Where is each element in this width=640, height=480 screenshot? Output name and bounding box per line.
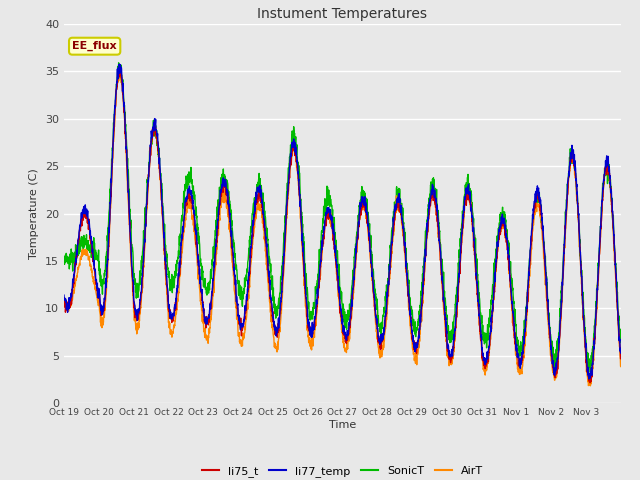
Legend: li75_t, li77_temp, SonicT, AirT: li75_t, li77_temp, SonicT, AirT: [198, 462, 487, 480]
AirT: [609, 227, 617, 233]
li77_temp: [510, 321, 518, 327]
SonicT: [510, 311, 518, 316]
li75_t: [542, 273, 550, 278]
AirT: [617, 364, 625, 370]
li77_temp: [116, 71, 124, 76]
SonicT: [60, 258, 68, 264]
Text: EE_flux: EE_flux: [72, 41, 117, 51]
AirT: [236, 340, 244, 346]
Y-axis label: Temperature (C): Temperature (C): [29, 168, 40, 259]
Line: SonicT: SonicT: [64, 63, 621, 372]
li77_temp: [542, 265, 550, 271]
AirT: [586, 383, 594, 389]
Line: AirT: AirT: [64, 69, 621, 386]
li75_t: [617, 356, 625, 361]
li77_temp: [609, 221, 617, 227]
Title: Instument Temperatures: Instument Temperatures: [257, 8, 428, 22]
li77_temp: [60, 292, 68, 298]
li77_temp: [236, 322, 244, 328]
X-axis label: Time: Time: [329, 420, 356, 430]
SonicT: [116, 72, 124, 78]
li77_temp: [617, 350, 625, 356]
li77_temp: [376, 338, 384, 344]
li75_t: [510, 327, 518, 333]
SonicT: [236, 295, 244, 300]
li75_t: [116, 73, 124, 79]
li75_t: [609, 227, 617, 233]
AirT: [60, 297, 68, 303]
li75_t: [586, 380, 594, 386]
AirT: [542, 277, 550, 283]
AirT: [376, 355, 384, 361]
SonicT: [115, 60, 122, 66]
Line: li77_temp: li77_temp: [64, 64, 621, 379]
li75_t: [60, 300, 68, 305]
AirT: [510, 333, 518, 338]
li75_t: [236, 323, 244, 328]
AirT: [116, 66, 124, 72]
Line: li75_t: li75_t: [64, 70, 621, 383]
SonicT: [617, 340, 625, 346]
li75_t: [376, 344, 384, 350]
li77_temp: [116, 61, 124, 67]
SonicT: [609, 212, 617, 218]
AirT: [116, 68, 124, 74]
li75_t: [116, 67, 124, 72]
SonicT: [586, 369, 594, 375]
SonicT: [542, 264, 550, 270]
li77_temp: [585, 376, 593, 382]
SonicT: [376, 329, 384, 335]
